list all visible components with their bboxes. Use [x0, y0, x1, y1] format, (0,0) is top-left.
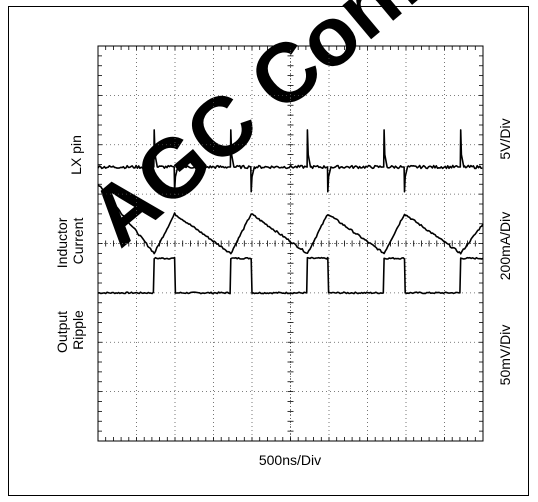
trace-lx-pin [97, 256, 484, 295]
right-label-200ma-div: 200mA/Div [497, 212, 513, 280]
watermark: AGC Confident sample [71, 0, 538, 264]
left-label-output-line1: Output [54, 311, 70, 353]
right-label-5v-div: 5V/Div [497, 118, 513, 159]
left-label-inductor-line1: Inductor [54, 217, 70, 268]
trace-output-ripple [97, 129, 483, 193]
left-label-output-line2: Ripple [70, 310, 86, 350]
left-label-inductor-line2: Current [70, 218, 86, 265]
left-label-lx-pin: LX pin [68, 135, 84, 175]
left-label-output: Output Ripple [54, 307, 86, 353]
right-label-50mv-div: 50mV/Div [497, 325, 513, 386]
plot-area-border [97, 45, 484, 442]
figure-border [8, 6, 529, 496]
left-label-inductor: Inductor Current [54, 214, 86, 268]
scope-grid [97, 45, 484, 442]
trace-inductor-current [97, 183, 484, 255]
watermark-text: AGC Confident sample [71, 0, 538, 264]
x-axis-label: 500ns/Div [259, 452, 321, 468]
traces [97, 129, 484, 295]
